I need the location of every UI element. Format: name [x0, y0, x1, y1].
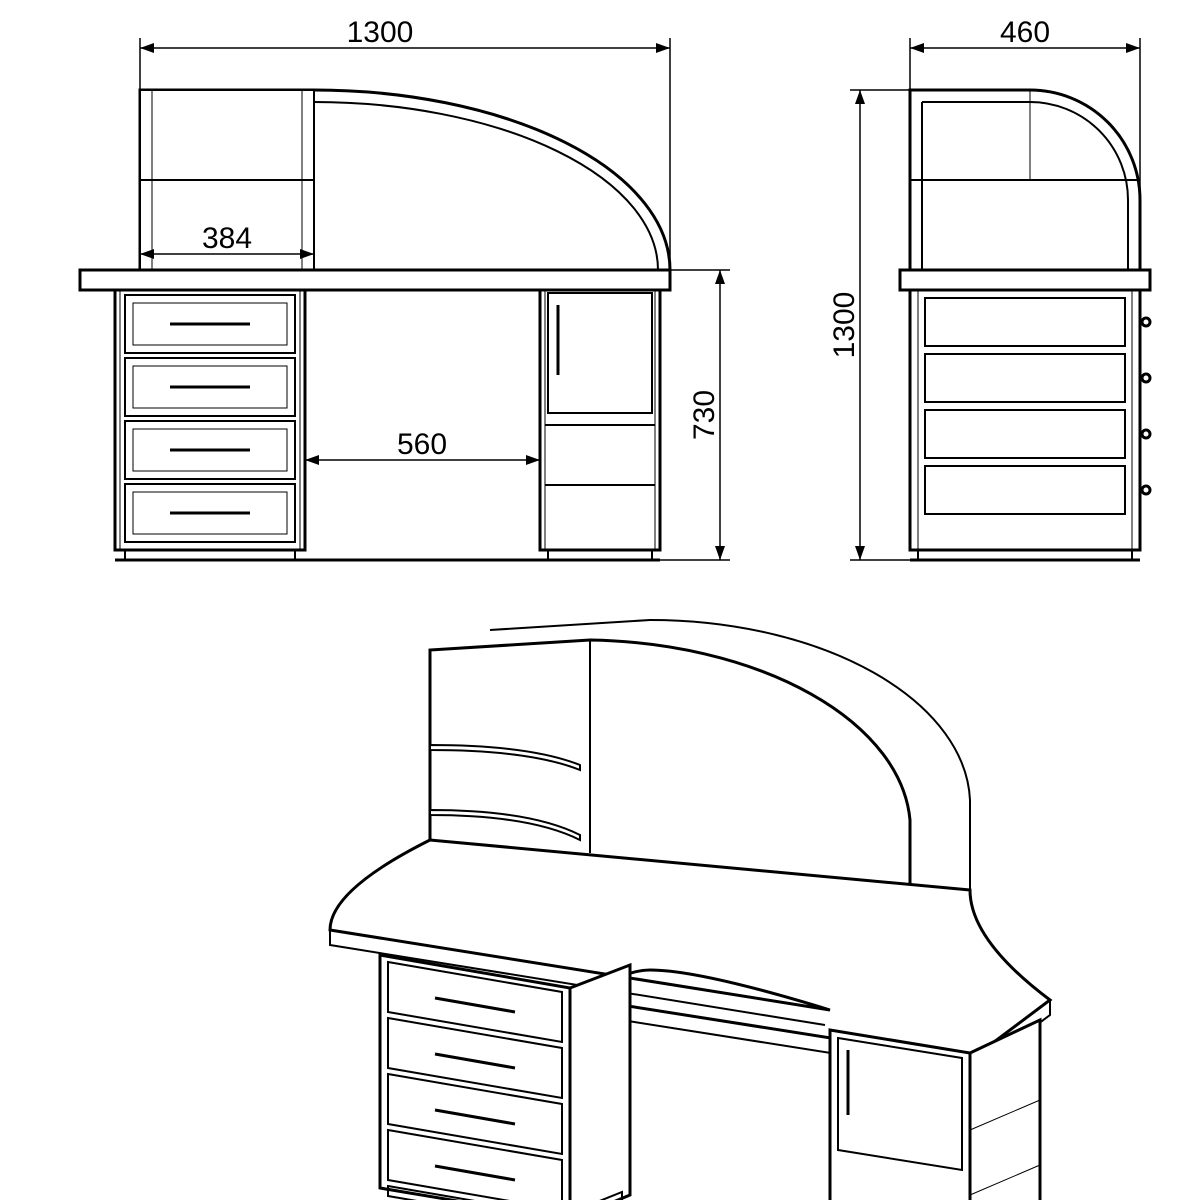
dim-height-1300: 1300 [828, 90, 910, 560]
front-view: 1300 384 560 730 [80, 16, 730, 560]
iso-right-cabinet [830, 1020, 1040, 1200]
dim-label: 384 [202, 222, 252, 255]
dim-label: 1300 [828, 292, 861, 359]
side-view: 460 1300 [828, 16, 1150, 560]
isometric-view [330, 620, 1050, 1200]
dim-label: 560 [397, 428, 447, 461]
iso-left-pedestal [380, 955, 630, 1200]
dim-height-730: 730 [660, 270, 730, 560]
technical-drawing: 1300 384 560 730 [0, 0, 1200, 1200]
left-pedestal [115, 290, 305, 560]
dim-gap-560: 560 [305, 290, 540, 470]
dim-label: 1300 [347, 16, 414, 49]
right-cabinet [540, 290, 660, 560]
dim-label: 730 [688, 390, 721, 440]
dim-label: 460 [1000, 16, 1050, 49]
